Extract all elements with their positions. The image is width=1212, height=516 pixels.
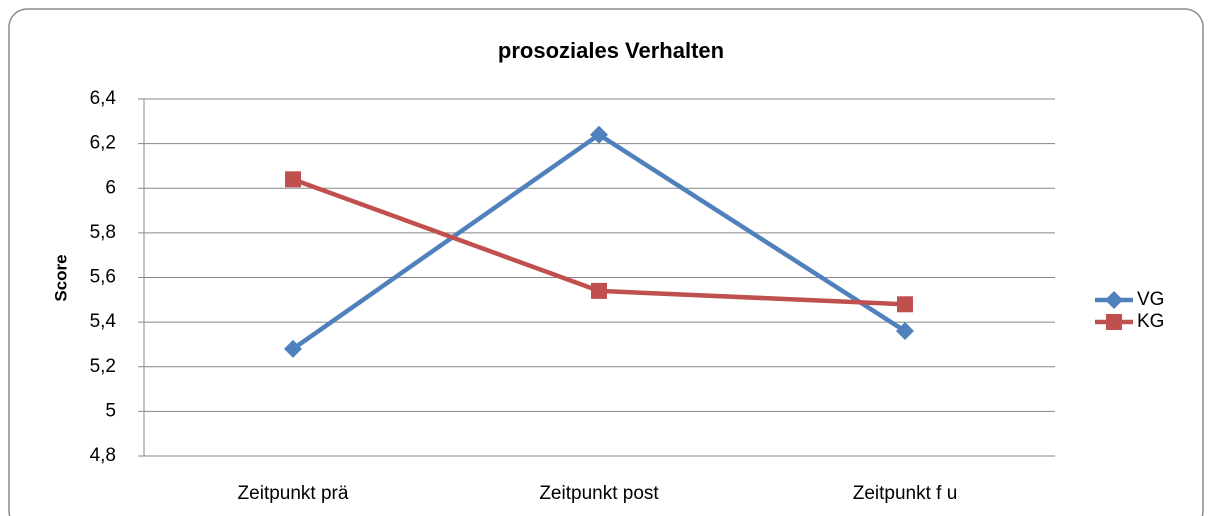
y-tick-label: 5,4 (90, 311, 117, 332)
chart-border (8, 8, 1204, 516)
x-tick-label: Zeitpunkt post (539, 483, 659, 504)
legend-label: VG (1137, 289, 1164, 310)
legend-label: KG (1137, 311, 1164, 332)
marker (284, 339, 302, 358)
y-tick-label: 6,2 (90, 133, 116, 154)
chart-title: prosoziales Verhalten (498, 38, 724, 63)
marker (285, 171, 301, 188)
marker (896, 322, 914, 341)
y-axis-label: Score (51, 254, 70, 301)
marker (590, 125, 608, 144)
y-tick-label: 4,8 (90, 445, 116, 466)
x-tick-label: Zeitpunkt f u (853, 483, 958, 504)
marker (897, 296, 913, 313)
y-tick-label: 6 (105, 177, 116, 198)
legend-marker (1106, 314, 1122, 330)
marker (591, 282, 607, 299)
y-tick-label: 5,2 (90, 356, 116, 377)
legend-marker (1105, 291, 1123, 309)
y-tick-label: 6,4 (90, 88, 117, 109)
x-tick-label: Zeitpunkt prä (238, 483, 349, 504)
y-tick-label: 5 (105, 400, 116, 421)
y-tick-label: 5,6 (90, 267, 116, 288)
y-tick-label: 5,8 (90, 222, 116, 243)
